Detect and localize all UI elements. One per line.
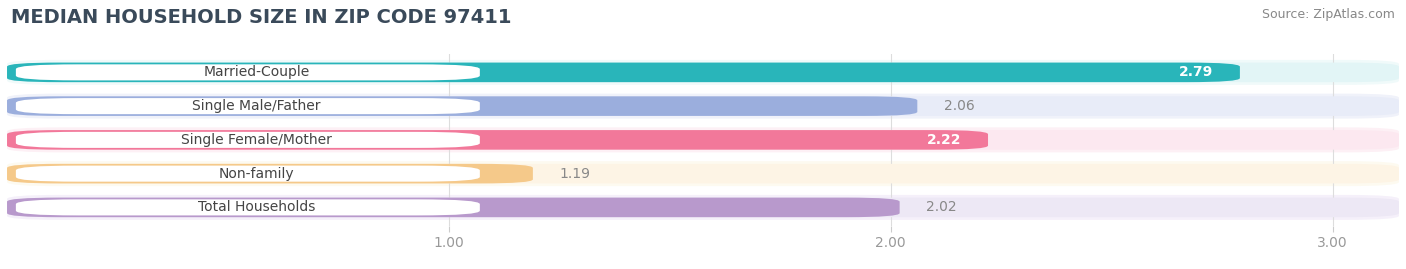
FancyBboxPatch shape bbox=[7, 63, 1399, 82]
Text: 2.79: 2.79 bbox=[1180, 65, 1213, 79]
FancyBboxPatch shape bbox=[15, 166, 479, 182]
FancyBboxPatch shape bbox=[7, 195, 1399, 220]
FancyBboxPatch shape bbox=[15, 64, 479, 80]
Text: 1.19: 1.19 bbox=[560, 167, 591, 181]
FancyBboxPatch shape bbox=[7, 128, 1399, 152]
FancyBboxPatch shape bbox=[7, 164, 533, 183]
Text: Total Households: Total Households bbox=[198, 200, 315, 214]
FancyBboxPatch shape bbox=[7, 130, 1399, 150]
FancyBboxPatch shape bbox=[7, 161, 1399, 186]
Text: 2.06: 2.06 bbox=[943, 99, 974, 113]
FancyBboxPatch shape bbox=[7, 63, 1240, 82]
FancyBboxPatch shape bbox=[7, 198, 900, 217]
Text: MEDIAN HOUSEHOLD SIZE IN ZIP CODE 97411: MEDIAN HOUSEHOLD SIZE IN ZIP CODE 97411 bbox=[11, 8, 512, 27]
FancyBboxPatch shape bbox=[7, 96, 917, 116]
FancyBboxPatch shape bbox=[15, 98, 479, 114]
Text: Non-family: Non-family bbox=[219, 167, 294, 181]
Text: 2.22: 2.22 bbox=[927, 133, 962, 147]
Text: Single Male/Father: Single Male/Father bbox=[193, 99, 321, 113]
FancyBboxPatch shape bbox=[7, 94, 1399, 119]
FancyBboxPatch shape bbox=[15, 132, 479, 148]
Text: Married-Couple: Married-Couple bbox=[204, 65, 309, 79]
Text: Source: ZipAtlas.com: Source: ZipAtlas.com bbox=[1261, 8, 1395, 21]
FancyBboxPatch shape bbox=[15, 199, 479, 215]
FancyBboxPatch shape bbox=[7, 96, 1399, 116]
Text: 2.02: 2.02 bbox=[927, 200, 956, 214]
FancyBboxPatch shape bbox=[7, 164, 1399, 183]
FancyBboxPatch shape bbox=[7, 60, 1399, 85]
FancyBboxPatch shape bbox=[7, 130, 988, 150]
Text: Single Female/Mother: Single Female/Mother bbox=[181, 133, 332, 147]
FancyBboxPatch shape bbox=[7, 198, 1399, 217]
